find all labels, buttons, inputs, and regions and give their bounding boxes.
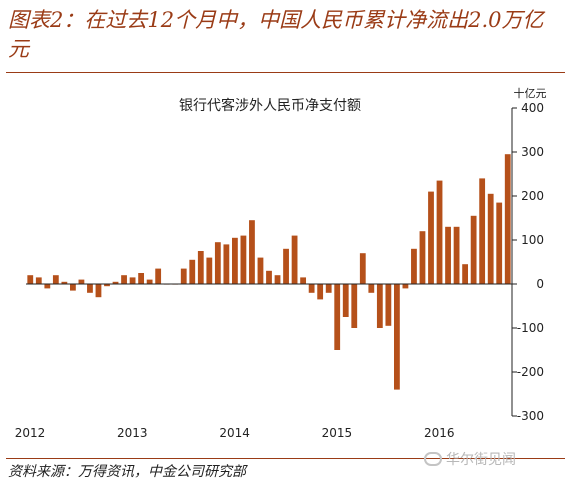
bar — [155, 268, 162, 284]
chart-title: 银行代客涉外人民币净支付额 — [179, 97, 361, 114]
bar — [197, 251, 204, 284]
bar — [129, 277, 136, 284]
bar — [300, 277, 307, 284]
bar — [27, 275, 34, 284]
bar — [445, 226, 451, 284]
bar — [385, 284, 392, 326]
bar — [274, 275, 281, 284]
bar — [78, 279, 85, 284]
bar — [325, 284, 332, 293]
bar — [104, 284, 110, 287]
bar — [308, 284, 315, 293]
bar — [351, 284, 358, 328]
bar — [87, 284, 93, 293]
bar — [359, 253, 366, 284]
bar — [70, 284, 76, 291]
bar — [180, 268, 187, 284]
bar — [317, 284, 324, 300]
bar — [249, 220, 255, 284]
bar — [52, 275, 59, 284]
y-tick-label: 0 — [536, 277, 544, 291]
bar — [428, 191, 434, 284]
bar — [240, 235, 247, 284]
x-tick-label: 2012 — [15, 426, 46, 440]
bar — [44, 284, 51, 289]
y-tick-label: 100 — [521, 233, 544, 247]
bar — [291, 235, 298, 284]
y-tick-label: -100 — [517, 321, 544, 335]
bar — [394, 284, 400, 390]
bar — [138, 273, 145, 284]
bar — [121, 275, 127, 284]
bar — [411, 248, 417, 284]
bar — [402, 284, 409, 289]
x-tick-label: 2015 — [322, 426, 353, 440]
bar — [146, 279, 153, 284]
bar — [266, 270, 272, 284]
bar — [283, 248, 289, 284]
watermark: 华尔街见闻 — [424, 449, 516, 469]
bar — [436, 180, 443, 284]
y-tick-label: -300 — [517, 409, 544, 423]
bar — [368, 284, 375, 293]
bar — [257, 257, 264, 284]
bar — [342, 284, 349, 317]
bar — [95, 284, 102, 298]
axes: 400 300 200 100 0 -100 -200 -300 2012 2013 2014 201… — [15, 101, 544, 440]
bar-series — [27, 154, 511, 390]
bar — [504, 154, 511, 284]
y-tick-label: 400 — [521, 101, 544, 115]
bar — [496, 202, 503, 284]
x-tick-label: 2013 — [117, 426, 148, 440]
y-tick-label: -200 — [517, 365, 544, 379]
bar — [61, 281, 68, 284]
bar — [189, 259, 196, 284]
bar — [376, 284, 383, 328]
x-tick-label: 2014 — [219, 426, 250, 440]
bar — [419, 231, 426, 284]
bar — [112, 281, 119, 284]
x-tick-label: 2016 — [424, 426, 455, 440]
bar — [206, 257, 213, 284]
watermark-text: 华尔街见闻 — [446, 452, 516, 468]
y-tick-label: 300 — [521, 145, 544, 159]
y-tick-label: 200 — [521, 189, 544, 203]
bar — [35, 277, 42, 284]
bar — [334, 284, 341, 350]
bar — [453, 226, 460, 284]
footer-divider — [6, 458, 565, 459]
bar — [487, 193, 494, 284]
bar — [462, 264, 469, 284]
bar — [232, 237, 238, 284]
bar — [223, 244, 230, 284]
bar — [479, 178, 486, 284]
bar — [214, 242, 221, 284]
title-divider — [6, 72, 565, 73]
wechat-icon — [424, 452, 442, 466]
source-note: 资料来源：万得资讯，中金公司研究部 — [8, 464, 246, 480]
y-axis-unit-label: 十亿元 — [514, 86, 547, 100]
figure-title: 图表2：在过去12个月中，中国人民币累计净流出2.0万亿元 — [8, 8, 544, 61]
bar — [470, 215, 477, 284]
